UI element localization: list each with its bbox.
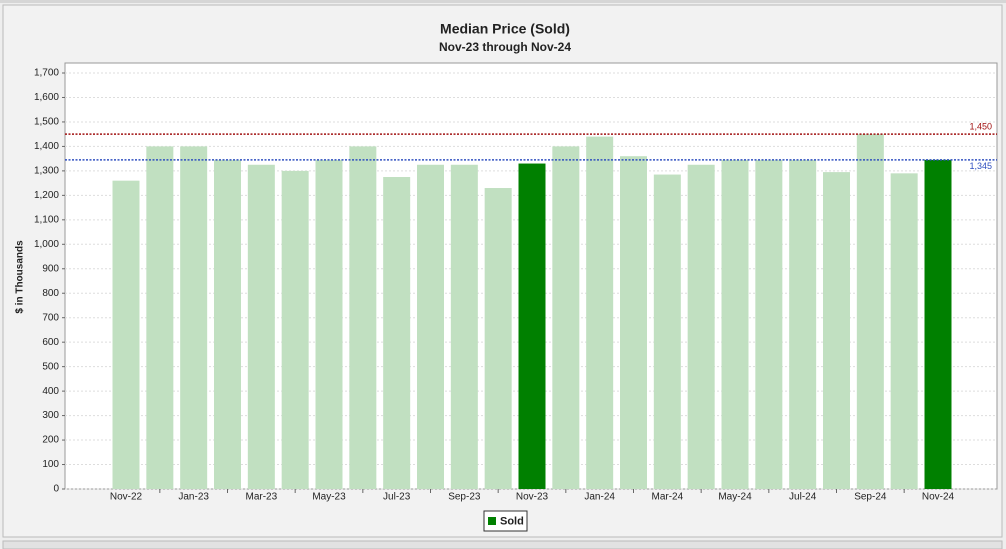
chart-subtitle: Nov-23 through Nov-24	[439, 40, 571, 54]
bar	[856, 134, 884, 490]
bar	[417, 164, 444, 489]
y-tick-label: 800	[42, 288, 59, 299]
bar	[383, 177, 411, 489]
tab-strip	[0, 0, 1006, 3]
y-axis-label: $ in Thousands	[15, 240, 26, 314]
y-tick-label: 300	[42, 410, 59, 421]
y-tick-label: 700	[42, 312, 59, 323]
reference-label: 1,450	[969, 122, 992, 132]
bar	[620, 156, 647, 489]
bar	[653, 174, 681, 489]
y-tick-label: 1,400	[34, 141, 59, 152]
bar	[281, 170, 309, 489]
bar	[484, 188, 512, 489]
x-tick-label: Jan-23	[178, 492, 209, 503]
bar	[823, 172, 850, 489]
x-tick-label: Nov-24	[922, 492, 955, 503]
bar	[721, 159, 749, 489]
x-tick-label: Sep-23	[448, 492, 481, 503]
x-tick-label: May-24	[718, 492, 752, 503]
bar	[214, 159, 241, 489]
y-tick-label: 1,300	[34, 166, 59, 177]
chart-title: Median Price (Sold)	[440, 21, 570, 37]
bar	[146, 146, 174, 490]
legend	[483, 510, 528, 532]
bar	[450, 164, 478, 489]
y-tick-label: 200	[42, 435, 59, 446]
legend-label: Sold	[500, 515, 524, 527]
bar	[518, 163, 546, 489]
x-tick-label: Jul-24	[789, 492, 817, 503]
bar	[586, 136, 614, 489]
x-tick-label: Nov-23	[516, 492, 549, 503]
x-tick-label: Nov-22	[110, 492, 143, 503]
reference-label: 1,345	[969, 161, 992, 171]
x-tick-label: Jan-24	[584, 492, 615, 503]
y-tick-label: 600	[42, 337, 59, 348]
y-tick-label: 1,600	[34, 92, 59, 103]
bar	[789, 159, 817, 489]
y-tick-label: 900	[42, 263, 59, 274]
x-tick-label: Sep-24	[854, 492, 887, 503]
bar	[890, 173, 918, 489]
bar	[247, 164, 275, 489]
bar	[924, 159, 952, 489]
bar	[112, 180, 140, 489]
x-tick-label: May-23	[312, 492, 346, 503]
bar	[552, 146, 580, 490]
y-tick-label: 400	[42, 386, 59, 397]
y-tick-label: 1,500	[34, 117, 59, 128]
x-tick-label: Jul-23	[383, 492, 411, 503]
bar	[349, 146, 377, 490]
bar	[755, 159, 783, 489]
x-tick-label: Mar-24	[651, 492, 683, 503]
legend-swatch	[488, 517, 496, 525]
y-tick-label: 500	[42, 361, 59, 372]
bar	[315, 159, 343, 489]
y-tick-label: 1,000	[34, 239, 59, 250]
y-tick-label: 1,200	[34, 190, 59, 201]
y-tick-label: 1,100	[34, 214, 59, 225]
y-tick-label: 1,700	[34, 68, 59, 79]
bottom-panel	[2, 540, 1003, 549]
x-tick-label: Mar-23	[245, 492, 277, 503]
y-tick-label: 0	[53, 484, 59, 495]
bar	[687, 164, 715, 489]
bar	[180, 146, 208, 490]
y-tick-label: 100	[42, 459, 59, 470]
